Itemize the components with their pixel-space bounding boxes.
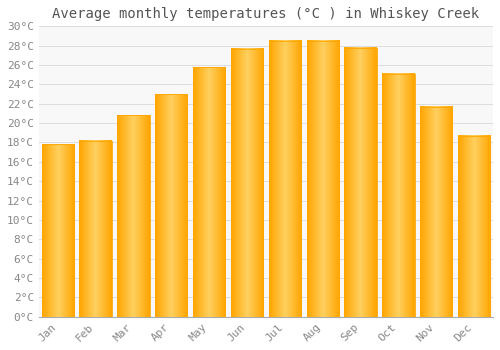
Bar — [231, 49, 263, 317]
Bar — [420, 107, 452, 317]
Bar — [269, 41, 301, 317]
Bar — [306, 41, 339, 317]
Bar — [118, 116, 150, 317]
Bar — [80, 141, 112, 317]
Bar — [42, 145, 74, 317]
Title: Average monthly temperatures (°C ) in Whiskey Creek: Average monthly temperatures (°C ) in Wh… — [52, 7, 480, 21]
Bar — [193, 67, 225, 317]
Bar — [344, 48, 376, 317]
Bar — [382, 74, 414, 317]
Bar — [458, 136, 490, 317]
Bar — [155, 94, 188, 317]
